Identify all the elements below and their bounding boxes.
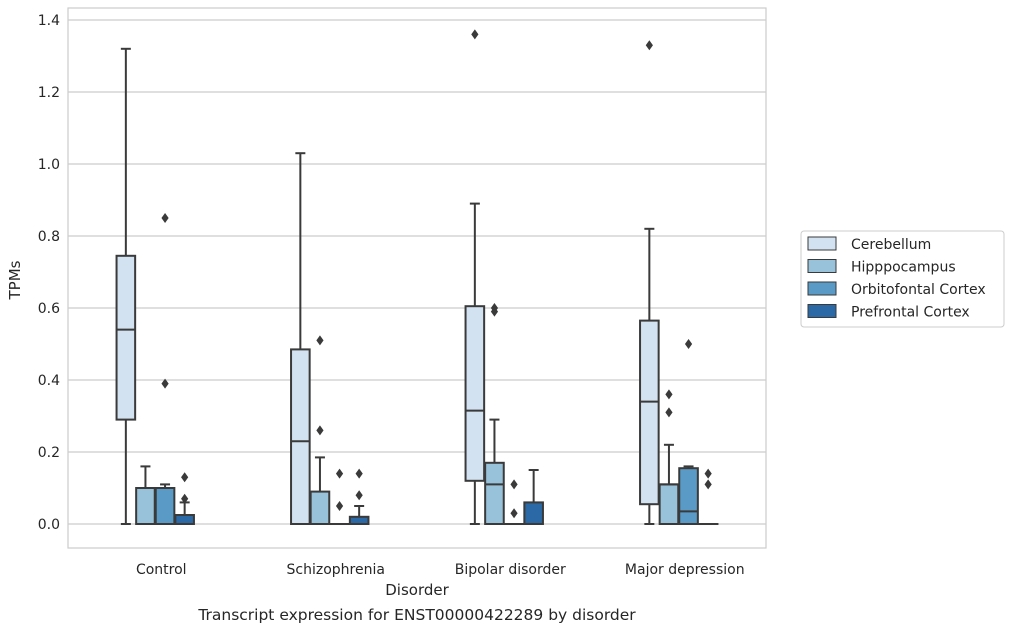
y-tick-label: 0.2 bbox=[38, 445, 60, 461]
box-cerebellum bbox=[115, 47, 137, 525]
box-body bbox=[484, 461, 505, 525]
outlier-point bbox=[684, 339, 693, 349]
box-body bbox=[174, 514, 195, 525]
outlier-point bbox=[335, 501, 344, 511]
legend: Cerebellum Hipppocampus Orbitofontal Corte… bbox=[800, 230, 1005, 328]
x-tick-label: Control bbox=[136, 562, 187, 578]
box-orbitofontal-cortex bbox=[154, 213, 176, 525]
outlier-point bbox=[645, 40, 653, 51]
outlier-point bbox=[490, 306, 499, 317]
y-axis-label: TPMs bbox=[6, 260, 24, 300]
outlier-point bbox=[335, 468, 344, 479]
box-series bbox=[115, 29, 719, 526]
box-body bbox=[464, 305, 486, 482]
box-prefrontal-cortex bbox=[174, 472, 195, 525]
outlier-point bbox=[510, 508, 518, 519]
x-axis-label: Disorder bbox=[385, 581, 449, 599]
outlier-point bbox=[704, 479, 712, 490]
x-tick-label: Bipolar disorder bbox=[455, 562, 566, 578]
outlier-point bbox=[316, 335, 324, 346]
box-hipppocampus bbox=[309, 335, 331, 526]
box-body bbox=[154, 487, 176, 525]
box-body bbox=[658, 483, 680, 525]
legend-items: Cerebellum Hipppocampus Orbitofontal Corte… bbox=[807, 236, 986, 321]
y-tick-label: 0.4 bbox=[38, 373, 60, 389]
x-tick-label: Schizophrenia bbox=[287, 562, 385, 578]
outlier-point bbox=[704, 468, 712, 479]
box-body bbox=[523, 501, 544, 525]
y-tick-label: 0.0 bbox=[38, 517, 60, 533]
outlier-point bbox=[161, 213, 169, 223]
y-tick-label: 0.6 bbox=[38, 301, 60, 317]
outlier-point bbox=[181, 493, 189, 504]
box-body bbox=[309, 490, 331, 526]
y-tick-label: 0.8 bbox=[38, 229, 60, 245]
outlier-point bbox=[316, 425, 324, 436]
box-body bbox=[135, 487, 156, 525]
box-cerebellum bbox=[290, 152, 311, 525]
y-tick-label: 1.2 bbox=[38, 85, 60, 101]
outlier-point bbox=[510, 479, 518, 490]
y-tick-label: 1.0 bbox=[38, 157, 60, 173]
box-cerebellum bbox=[639, 40, 660, 525]
legend-frame bbox=[800, 230, 1005, 328]
legend-label: Orbitofontal Cortex bbox=[851, 282, 986, 298]
x-tick-label: Major depression bbox=[625, 562, 745, 578]
box-prefrontal-cortex bbox=[697, 468, 719, 526]
outlier-point bbox=[181, 472, 189, 483]
box-orbitofontal-cortex bbox=[678, 339, 699, 526]
box-cerebellum bbox=[464, 29, 486, 525]
legend-swatch bbox=[807, 304, 837, 318]
box-hipppocampus bbox=[484, 303, 505, 525]
outlier-point bbox=[665, 389, 673, 400]
y-axis-ticks: 0.0 0.2 0.4 0.6 0.8 1.0 1.2 1.4 bbox=[38, 13, 60, 533]
plot-frame bbox=[67, 7, 767, 549]
box-body bbox=[290, 348, 311, 525]
outlier-point bbox=[161, 378, 169, 389]
box-body bbox=[678, 467, 699, 526]
outlier-point bbox=[355, 468, 363, 479]
legend-swatch bbox=[807, 281, 837, 296]
legend-swatch bbox=[807, 236, 837, 251]
box-prefrontal-cortex bbox=[523, 469, 544, 525]
legend-label: Hipppocampus bbox=[851, 260, 956, 276]
legend-label: Cerebellum bbox=[851, 237, 931, 253]
legend-label: Prefrontal Cortex bbox=[851, 305, 970, 321]
box-body bbox=[348, 515, 370, 525]
box-hipppocampus bbox=[135, 465, 156, 525]
box-body bbox=[639, 319, 660, 506]
chart-caption: Transcript expression for ENST0000042228… bbox=[198, 606, 636, 624]
box-orbitofontal-cortex bbox=[329, 468, 350, 526]
x-axis-ticks: Control Schizophrenia Bipolar disorder Majo… bbox=[136, 562, 745, 578]
box-hipppocampus bbox=[658, 389, 680, 525]
legend-swatch bbox=[807, 259, 837, 273]
outlier-point bbox=[355, 490, 363, 501]
box-orbitofontal-cortex bbox=[503, 479, 525, 526]
grid-lines bbox=[68, 19, 766, 525]
outlier-point bbox=[665, 407, 673, 418]
y-tick-label: 1.4 bbox=[38, 13, 60, 29]
box-body bbox=[115, 254, 137, 421]
outlier-point bbox=[471, 29, 479, 40]
box-prefrontal-cortex bbox=[348, 468, 370, 525]
